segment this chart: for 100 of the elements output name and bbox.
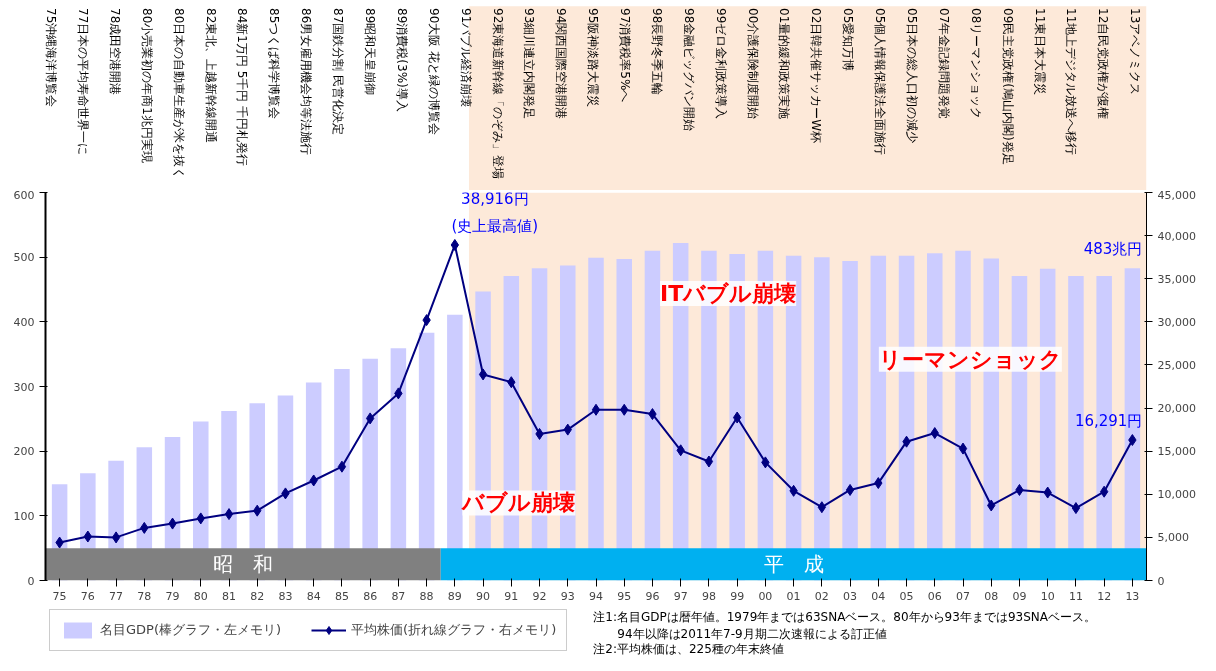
text: 13アベノミクス: [1128, 8, 1143, 96]
y2-tick-label: 10,000: [1157, 488, 1196, 502]
text: 99ゼロ金利政策導入: [713, 8, 728, 120]
text: 注2:平均株価は、225種の年末終値: [593, 641, 784, 656]
text: 98長野冬季五輪: [649, 8, 664, 96]
x-tick-label: 08: [984, 589, 999, 603]
x-tick-label: 96: [645, 589, 660, 603]
x-tick-label: 77: [109, 589, 124, 603]
data-label: 38,916円 (史上最高値): [451, 189, 539, 235]
annotation: リーマンショック: [878, 346, 1062, 372]
x-tick-label: 02: [814, 589, 829, 603]
text: 89昭和天皇崩御: [362, 8, 377, 96]
x-tick-label: 87: [391, 589, 406, 603]
data-label: 483兆円: [1083, 240, 1143, 259]
point: [958, 442, 968, 455]
point: [365, 412, 375, 425]
text: 05日本の総人口初の減少: [905, 8, 920, 144]
y-tick-label: 100: [13, 509, 35, 523]
x-tick-label: 88: [419, 589, 434, 603]
x-tick-label: 82: [250, 589, 265, 603]
x-tick-label: 05: [899, 589, 914, 603]
x-tick-label: 10: [1040, 589, 1055, 603]
text: 07年金記録問題発覚: [936, 8, 951, 120]
text: 02日韓共催サッカーW杯: [809, 8, 824, 144]
point: [845, 483, 855, 496]
text: 11地上デジタル放送へ移行: [1064, 8, 1079, 156]
y2-tick-label: 20,000: [1157, 402, 1196, 416]
text: 80日本の自動車生産が米を抜く: [171, 8, 186, 180]
x-tick-label: 12: [1097, 589, 1112, 603]
x-tick-label: 04: [871, 589, 886, 603]
text: 09民主党政権(鳩山内閣)発足: [1000, 8, 1015, 165]
x-tick-label: 11: [1068, 589, 1083, 603]
band-label: 昭 和: [213, 552, 274, 577]
annotation: ITバブル崩壊: [660, 280, 797, 306]
x-tick-label: 75: [52, 589, 67, 603]
text: 77日本の平均寿命世界一に: [76, 8, 91, 156]
x-tick-label: 97: [673, 589, 688, 603]
text: 90大阪 花と緑の博覧会: [426, 8, 441, 136]
y2-tick-label: 35,000: [1157, 272, 1196, 286]
text: 92東海道新幹線「のぞみ」登場: [490, 8, 505, 180]
y2-tick-label: 30,000: [1157, 315, 1196, 329]
text: 05個人情報保護法全面施行: [873, 8, 888, 156]
point: [1071, 502, 1081, 515]
text: 97消費税率5%へ: [618, 8, 633, 103]
y2-tick-label: 40,000: [1157, 229, 1196, 243]
text: 75沖縄海洋博覧会: [44, 8, 59, 108]
text: 01量的緩和政策実施: [777, 8, 792, 120]
y-tick-label: 300: [13, 380, 35, 394]
text: 86男女雇用機会均等法施行: [299, 8, 314, 156]
text: 00介護保険制度開始: [745, 8, 760, 120]
x-tick-label: 90: [476, 589, 491, 603]
x-tick-label: 80: [193, 589, 208, 603]
text: 05愛知万博: [841, 8, 856, 72]
point: [732, 411, 742, 424]
text: 94関西国際空港開港: [554, 8, 569, 120]
x-tick-label: 06: [927, 589, 942, 603]
text: 91バブル経済崩壊: [458, 8, 473, 108]
annotation: バブル崩壊: [460, 490, 576, 516]
x-tick-label: 78: [137, 589, 152, 603]
x-tick-label: 83: [278, 589, 293, 603]
text: 87国鉄分割 民営化決定: [331, 8, 346, 136]
text: 82東北、上越新幹線開通: [203, 8, 218, 144]
x-tick-label: 98: [701, 589, 716, 603]
point: [478, 368, 488, 381]
text: 89消費税(3%)導入: [394, 8, 409, 112]
point: [83, 530, 93, 543]
x-tick-label: 07: [956, 589, 970, 603]
text: 84新1万円 5千円 千円札発行: [235, 8, 250, 167]
x-tick-label: 85: [334, 589, 349, 603]
x-tick-label: 91: [504, 589, 519, 603]
point: [450, 238, 460, 251]
point: [704, 455, 714, 468]
y-tick-label: 0: [27, 574, 35, 588]
x-tick-label: 00: [758, 589, 773, 603]
x-tick-label: 95: [617, 589, 632, 603]
point: [337, 460, 347, 473]
x-tick-label: 93: [560, 589, 575, 603]
x-tick-label: 81: [222, 589, 236, 603]
y2-tick-label: 25,000: [1157, 358, 1196, 372]
x-tick-label: 03: [843, 589, 858, 603]
text: 80小売業初の年商1兆円実現: [139, 8, 154, 164]
y2-tick-label: 45,000: [1157, 188, 1196, 202]
point: [111, 531, 121, 544]
x-tick-label: 09: [1012, 589, 1027, 603]
text: 93細川連立内閣発足: [522, 8, 537, 120]
text: 11東日本大震災: [1032, 8, 1047, 96]
x-tick-label: 13: [1125, 589, 1140, 603]
x-tick-label: 99: [730, 589, 745, 603]
x-tick-label: 92: [532, 589, 547, 603]
x-tick-label: 01: [786, 589, 801, 603]
text: 注1:名目GDPは暦年値。1979年までは63SNAベース。80年から93年までは93SNAベース。 94年以降は2011年7-9月期二次速報による訂正値: [593, 609, 1096, 641]
data-label: 16,291円: [1074, 412, 1143, 431]
x-tick-label: 94: [589, 589, 603, 603]
text: 98金融ビッグバン開始: [681, 8, 696, 132]
y-tick-label: 500: [13, 251, 35, 265]
point: [817, 501, 827, 514]
x-tick-label: 89: [447, 589, 462, 603]
x-tick-label: 84: [306, 589, 321, 603]
legend-label: 名目GDP(棒グラフ・左メモリ): [100, 621, 282, 639]
y2-tick-label: 5,000: [1157, 531, 1189, 545]
